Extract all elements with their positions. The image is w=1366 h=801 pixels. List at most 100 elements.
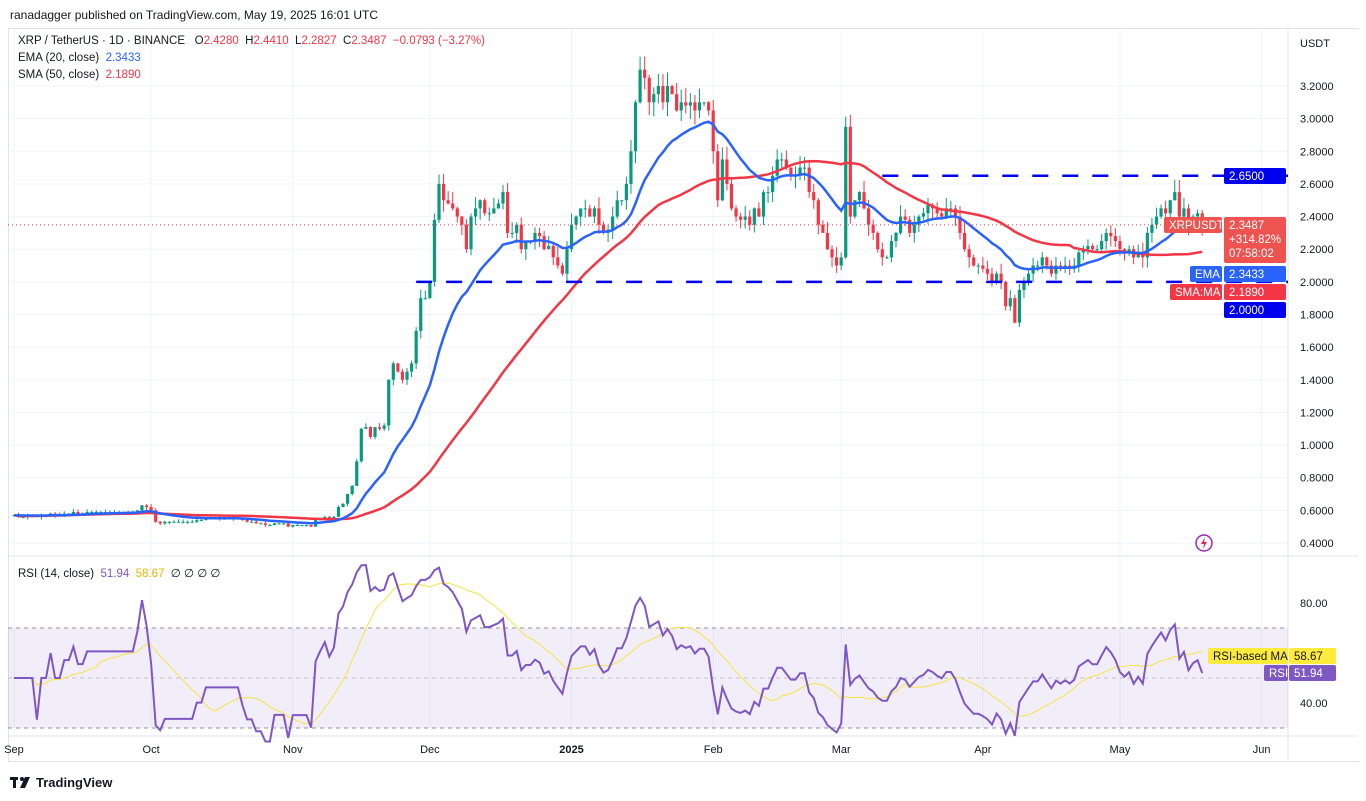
candle-body [812,192,816,201]
ema-price-tag-text: 2.3433 [1229,269,1264,281]
candle-body [405,371,409,380]
candle-body [478,200,482,209]
candle-body [195,520,199,522]
close-value: 2.3487 [351,35,387,47]
candle-body [615,200,619,217]
candle-body [501,192,505,204]
candle-body [688,102,692,106]
lightning-icon-circle [1195,534,1213,552]
candle-body [1164,208,1168,214]
ema-legend[interactable]: EMA (20, close) 2.3433 [18,52,141,64]
candle-body [556,257,560,266]
time-tick-label: Apr [974,744,991,756]
candle-body [1118,241,1122,250]
candle-body [323,516,327,519]
candle-body [272,523,277,526]
candle-body [656,86,660,95]
candle-body [492,208,496,214]
candle-body [1150,224,1154,233]
candle-body [871,224,875,233]
candle-body [611,216,615,230]
rsi-ma-value: 58.67 [135,568,165,580]
sma-legend[interactable]: SMA (50, close) 2.1890 [18,69,141,81]
time-tick-label: Nov [283,744,303,756]
candle-body [693,102,697,111]
candle-body [85,511,89,514]
candle-body [661,86,665,103]
candle-body [734,208,738,217]
candle-body [144,505,149,508]
price-tick-label: 2.0000 [1300,277,1334,289]
candle-body [629,151,633,184]
candle-body [908,219,912,233]
candle-body [1177,192,1181,217]
candle-body [720,159,724,201]
low-label: L [295,35,302,47]
symbol-price-tag-bg [1164,217,1222,233]
candle-body [515,224,519,233]
lightning-icon[interactable] [1195,534,1213,552]
candle-body [848,126,852,217]
candle-body [766,192,770,194]
currency-label[interactable]: USDT [1300,38,1330,50]
symbol-title[interactable]: XRP / TetherUS · 1D · BINANCE [18,35,186,47]
candle-body [702,102,706,104]
time-tick-label: Sep [4,744,24,756]
candle-body [437,183,441,220]
candle-body [505,192,510,233]
change-value: −0.0793 (−3.27%) [392,35,485,47]
candle-body [711,110,715,152]
last-price-tag: 2.3487 +314.82% 07:58:02 [1224,217,1286,263]
candle-body [789,167,793,176]
candle-body [510,232,514,234]
candle-body [798,167,802,176]
candle-body [1077,252,1081,266]
candle-body [190,521,194,523]
time-tick-label: Mar [832,744,851,756]
lightning-icon-bolt [1201,537,1207,549]
candle-body [944,208,948,217]
time-tick-label: Dec [420,744,440,756]
tradingview-logo[interactable]: TradingView [10,775,112,790]
rsi-legend[interactable]: RSI (14, close) 51.94 58.67 ∅ ∅ ∅ ∅ [18,566,220,580]
sma-price-tag: 2.1890 [1224,284,1286,300]
candle-body [254,521,258,524]
sma-value: 2.1890 [105,69,141,81]
candle-body [620,200,624,202]
ema-line [13,120,1203,525]
candle-body [1095,249,1099,251]
candle-body [414,330,418,364]
candle-body [547,245,551,250]
candle-body [391,363,395,380]
price-tick-label: 3.2000 [1300,81,1334,93]
candle-body [1017,290,1021,323]
candle-body [921,213,926,217]
candle-body [949,208,953,210]
price-tick-label: 0.8000 [1300,473,1334,485]
sma-label: SMA (50, close) [18,69,100,81]
support-price-tag: 2.0000 [1224,302,1286,318]
price-tick-label: 1.8000 [1300,309,1334,321]
last-price-tag-text: 2.3487 [1229,220,1264,232]
candle-body [359,428,363,462]
candle-body [839,257,843,266]
candle-body [460,216,464,225]
candle-body [364,427,368,429]
candle-body [1186,208,1191,225]
candle-body [1127,249,1131,253]
candle-body [697,102,702,111]
candle-body [825,232,830,250]
candle-body [71,511,76,514]
candle-body [574,216,578,225]
candle-body [1173,192,1177,201]
ema-value: 2.3433 [105,52,141,64]
ema-label: EMA (20, close) [18,52,100,64]
candle-body [336,507,341,517]
candle-body [647,77,651,103]
candle-body [1026,273,1031,282]
time-tick-label: Feb [704,744,723,756]
price-tick-label: 2.6000 [1300,179,1334,191]
candle-body [597,208,601,225]
candle-body [940,213,944,217]
